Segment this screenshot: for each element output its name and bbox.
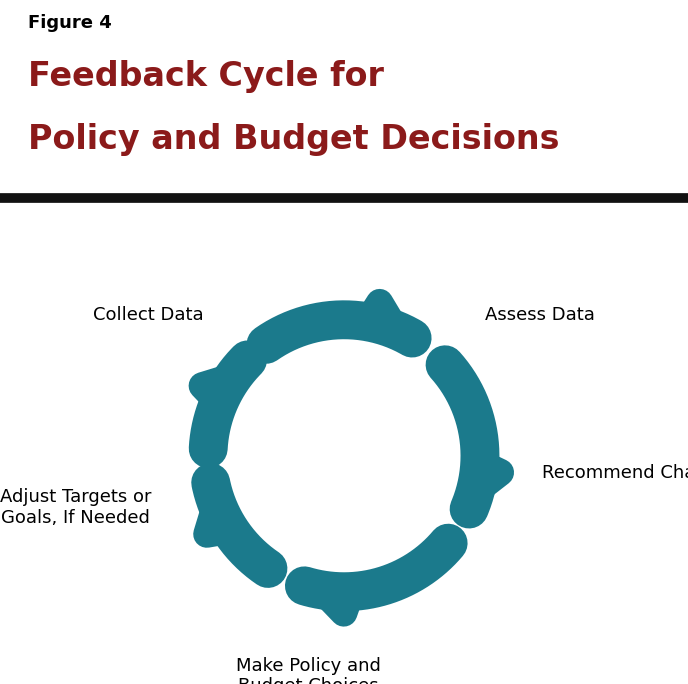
Text: Adjust Targets or
Goals, If Needed: Adjust Targets or Goals, If Needed xyxy=(0,488,151,527)
Text: Make Policy and
Budget Choices: Make Policy and Budget Choices xyxy=(236,657,381,684)
Text: Assess Data: Assess Data xyxy=(485,306,594,324)
Text: Feedback Cycle for: Feedback Cycle for xyxy=(28,60,383,92)
Text: Recommend Changes: Recommend Changes xyxy=(542,464,688,482)
Text: Collect Data: Collect Data xyxy=(93,306,203,324)
Text: Figure 4: Figure 4 xyxy=(28,14,111,32)
Text: Policy and Budget Decisions: Policy and Budget Decisions xyxy=(28,123,559,156)
